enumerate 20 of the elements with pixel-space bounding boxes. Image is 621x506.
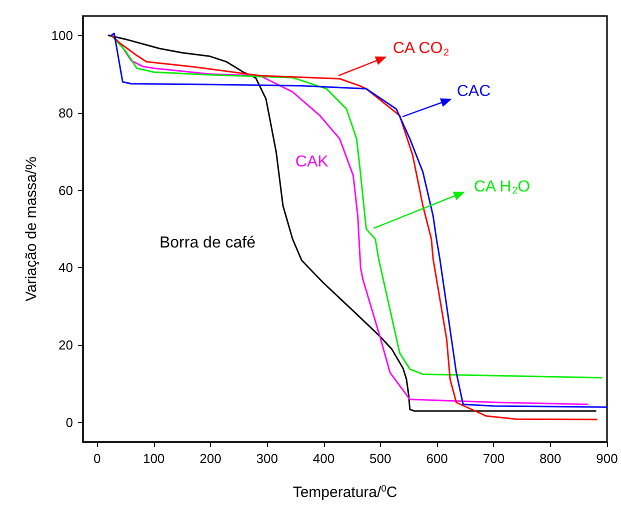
y-tick-label: 80 [58,105,73,120]
y-tick-label: 20 [58,338,73,353]
legend-label: CAC [456,83,491,100]
y-tick-label: 0 [66,415,73,430]
series-label: CAK [295,154,329,170]
text: Borra de café [159,234,256,252]
x-tick-label: 700 [482,451,505,466]
y-axis-title: Variação de massa/% [23,156,40,302]
x-tick-label: 200 [200,451,222,466]
x-tick-label: 800 [540,451,562,466]
x-tick-label: 0 [94,451,101,466]
y-tick-label: 100 [51,28,73,43]
y-tick-label: 40 [58,260,73,276]
y-tick-label: 60 [58,182,73,198]
x-tick-label: 500 [370,451,392,466]
x-tick-label: 600 [426,451,448,466]
x-tick-label: 100 [142,451,165,466]
x-tick-label: 300 [256,451,278,466]
x-tick-label: 400 [312,451,335,466]
x-tick-label: 900 [596,451,618,466]
